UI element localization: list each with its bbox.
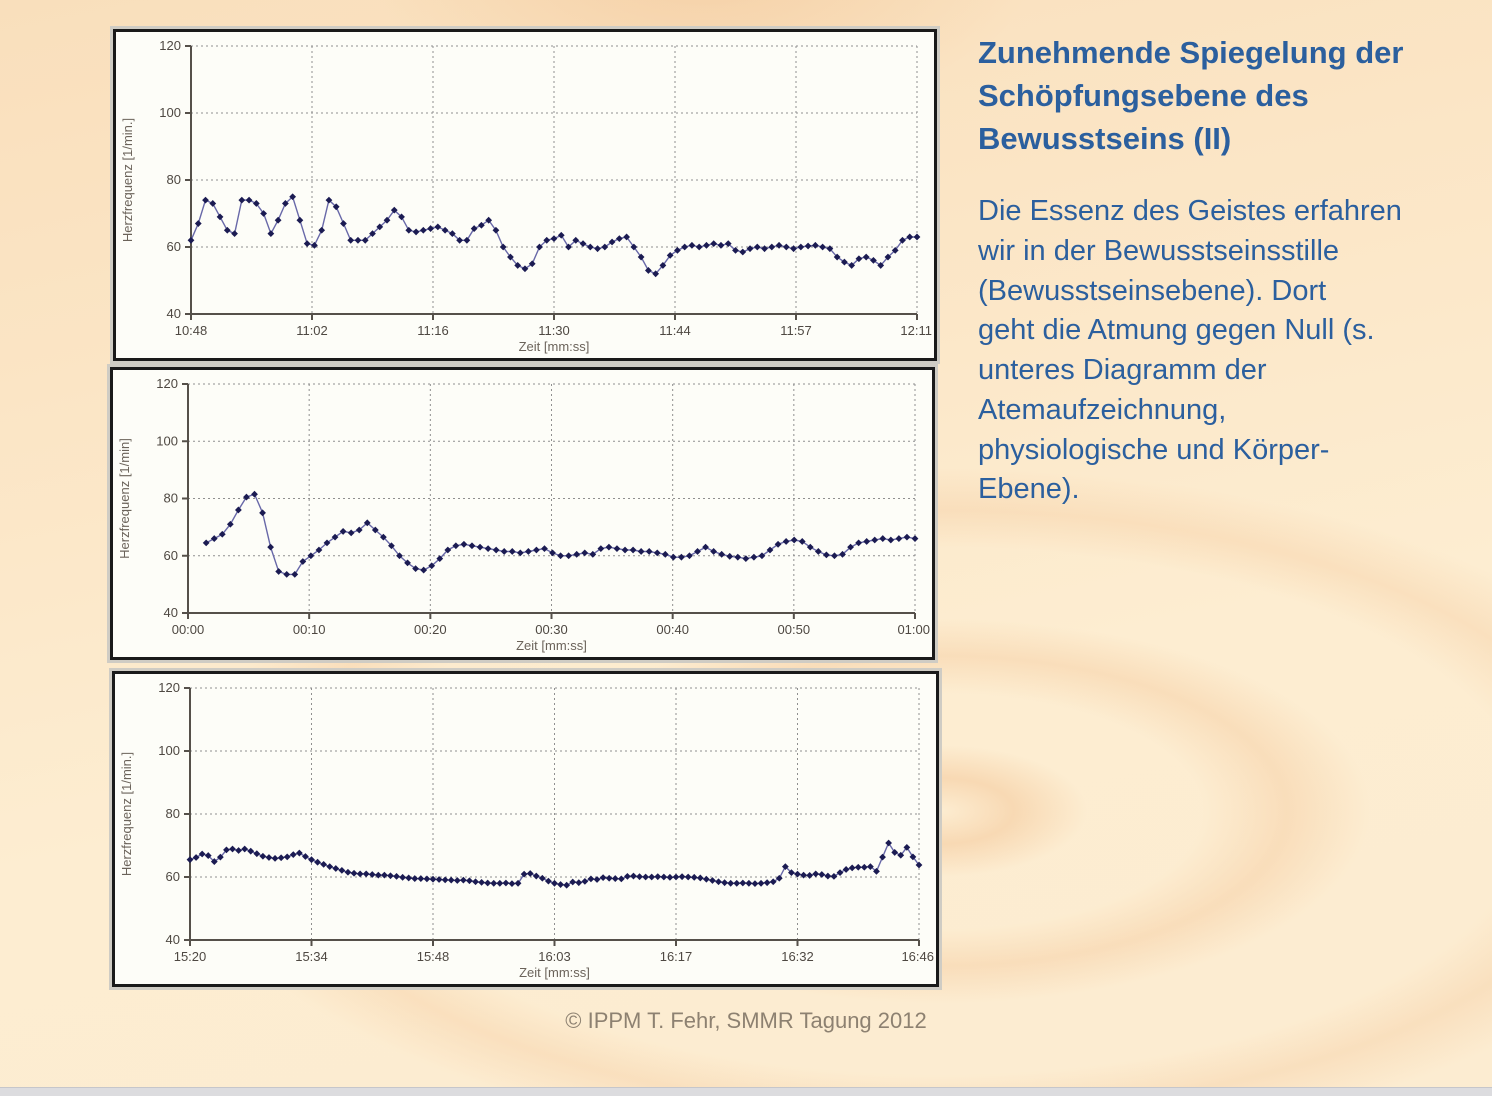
svg-text:11:16: 11:16 — [417, 323, 449, 338]
svg-text:11:30: 11:30 — [538, 323, 570, 338]
svg-text:11:57: 11:57 — [780, 323, 812, 338]
svg-text:100: 100 — [159, 105, 181, 120]
svg-text:100: 100 — [158, 743, 180, 758]
svg-text:Herzfrequenz [1/min.]: Herzfrequenz [1/min.] — [119, 752, 134, 876]
svg-text:11:02: 11:02 — [296, 323, 328, 338]
svg-text:40: 40 — [164, 605, 178, 620]
svg-text:40: 40 — [166, 932, 180, 947]
heart-rate-chart-afternoon: 15:20 15:34 15:48 16:03 16:17 16:32 16:46 40 60 8… — [119, 680, 934, 980]
svg-text:15:48: 15:48 — [417, 949, 450, 964]
svg-text:100: 100 — [156, 433, 178, 448]
svg-text:16:03: 16:03 — [538, 949, 571, 964]
svg-text:16:17: 16:17 — [660, 949, 693, 964]
svg-text:00:30: 00:30 — [535, 622, 568, 637]
svg-text:Zeit [mm:ss]: Zeit [mm:ss] — [516, 638, 587, 653]
svg-text:60: 60 — [167, 239, 181, 254]
bottom-strip — [0, 1087, 1492, 1096]
svg-text:00:00: 00:00 — [172, 622, 205, 637]
chart-panel-middle: 00:00 00:10 00:20 00:30 00:40 00:50 01:00 40 60 8… — [107, 364, 938, 663]
svg-text:Zeit [mm:ss]: Zeit [mm:ss] — [519, 965, 590, 980]
svg-text:00:10: 00:10 — [293, 622, 326, 637]
svg-text:16:46: 16:46 — [901, 949, 934, 964]
text-column: Zunehmende Spiegelung der Schöpfungseben… — [978, 32, 1472, 510]
chart-panel-top: 10:48 11:02 11:16 11:30 11:44 11:57 12:11 40 60 8… — [110, 26, 940, 364]
svg-text:00:40: 00:40 — [656, 622, 689, 637]
svg-text:80: 80 — [166, 806, 180, 821]
svg-text:16:32: 16:32 — [781, 949, 814, 964]
svg-text:00:50: 00:50 — [778, 622, 811, 637]
svg-text:15:34: 15:34 — [295, 949, 328, 964]
svg-text:15:20: 15:20 — [174, 949, 207, 964]
heart-rate-chart-morning: 10:48 11:02 11:16 11:30 11:44 11:57 12:11 40 60 8… — [120, 38, 932, 354]
svg-text:12:11: 12:11 — [900, 323, 932, 338]
svg-text:40: 40 — [167, 306, 181, 321]
svg-text:120: 120 — [156, 376, 178, 391]
slide-body-text: Die Essenz des Geistes erfahren wir in d… — [978, 195, 1402, 506]
svg-text:00:20: 00:20 — [414, 622, 447, 637]
copyright-caption: © IPPM T. Fehr, SMMR Tagung 2012 — [565, 1008, 927, 1033]
svg-text:Herzfrequenz [1/min.]: Herzfrequenz [1/min.] — [120, 118, 135, 242]
svg-text:60: 60 — [166, 869, 180, 884]
svg-text:11:44: 11:44 — [659, 323, 691, 338]
slide-title: Zunehmende Spiegelung der Schöpfungseben… — [978, 35, 1404, 156]
svg-text:80: 80 — [164, 491, 178, 506]
heart-rate-chart-session: 00:00 00:10 00:20 00:30 00:40 00:50 01:00 40 60 8… — [117, 376, 930, 653]
svg-text:01:00: 01:00 — [897, 622, 930, 637]
svg-text:80: 80 — [167, 172, 181, 187]
chart-panel-bottom: 15:20 15:34 15:48 16:03 16:17 16:32 16:46 40 60 8… — [109, 668, 942, 990]
svg-text:60: 60 — [164, 548, 178, 563]
svg-text:10:48: 10:48 — [175, 323, 208, 338]
svg-text:Zeit [mm:ss]: Zeit [mm:ss] — [519, 339, 590, 354]
svg-text:Herzfrequenz [1/min]: Herzfrequenz [1/min] — [117, 438, 132, 559]
svg-text:120: 120 — [159, 38, 181, 53]
svg-text:120: 120 — [158, 680, 180, 695]
